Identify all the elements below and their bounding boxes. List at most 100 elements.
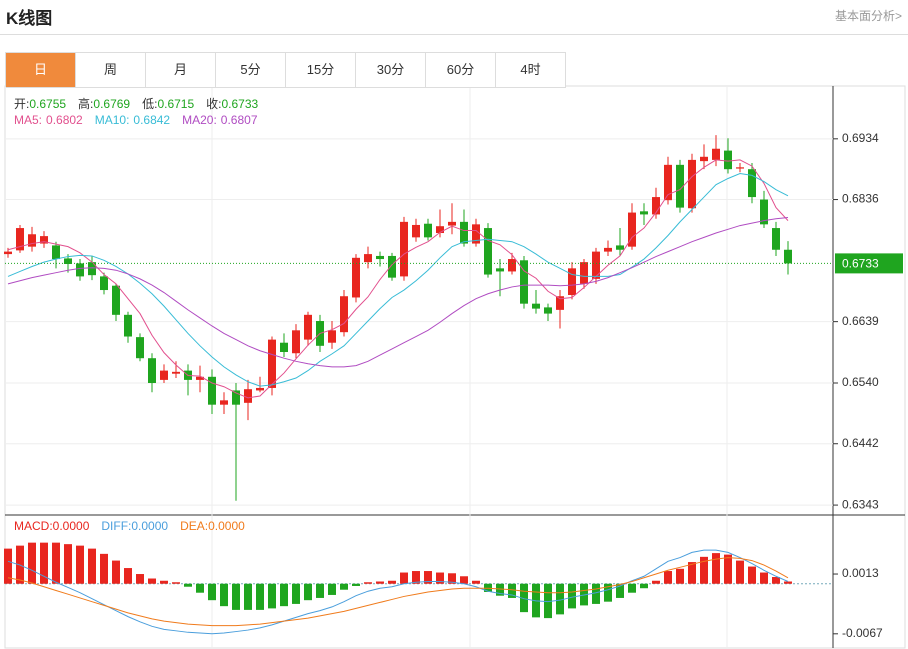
y-tick-label: 0.0013 bbox=[842, 566, 879, 580]
divider bbox=[0, 34, 908, 35]
legend-name: DEA: bbox=[180, 519, 209, 533]
macd-bar bbox=[184, 583, 192, 587]
candle-body bbox=[112, 285, 120, 315]
y-tick-label: 0.6343 bbox=[842, 497, 879, 511]
last-price-box bbox=[835, 253, 903, 274]
macd-bar bbox=[112, 560, 120, 584]
candle-body bbox=[4, 251, 12, 255]
macd-bar bbox=[268, 583, 276, 609]
candle-body bbox=[748, 169, 756, 198]
tab[interactable]: 日 bbox=[6, 53, 76, 88]
tab[interactable]: 30分 bbox=[356, 53, 426, 88]
macd-bar bbox=[328, 583, 336, 595]
ma-line bbox=[7, 159, 789, 399]
macd-legend: MACD:0.0000 DIFF:0.0000 DEA:0.0000 bbox=[14, 519, 245, 533]
chart-frame bbox=[4, 85, 906, 649]
candle-body bbox=[16, 228, 24, 251]
candle-body bbox=[556, 296, 564, 310]
candle-body bbox=[196, 376, 204, 380]
y-tick-label: 0.6540 bbox=[842, 375, 879, 389]
macd-bar bbox=[652, 580, 660, 584]
candle-body bbox=[244, 389, 252, 403]
quote-label: 高: bbox=[78, 97, 94, 111]
candle-body bbox=[592, 251, 600, 279]
macd-bar bbox=[748, 566, 756, 584]
macd-bar bbox=[148, 578, 156, 584]
macd-bar bbox=[136, 574, 144, 584]
quote-label: 低: bbox=[142, 97, 158, 111]
legend-value: 0.0000 bbox=[208, 519, 245, 533]
candle-body bbox=[412, 224, 420, 238]
candle-body bbox=[376, 255, 384, 260]
tab[interactable]: 15分 bbox=[286, 53, 356, 88]
candle-body bbox=[616, 245, 624, 250]
macd-bar bbox=[520, 583, 528, 613]
macd-bar bbox=[160, 580, 168, 584]
macd-bar bbox=[604, 583, 612, 602]
legend-name: MA20: bbox=[182, 113, 217, 127]
candle-body bbox=[424, 223, 432, 238]
quote-value: 0.6733 bbox=[221, 97, 259, 111]
candle-body bbox=[220, 400, 228, 405]
macd-bar bbox=[724, 554, 732, 584]
y-tick-label: 0.6639 bbox=[842, 314, 879, 328]
macd-bar bbox=[664, 571, 672, 584]
macd-bar bbox=[700, 556, 708, 584]
candle-body bbox=[604, 247, 612, 252]
ma-legend: MA5: 0.6802 MA10: 0.6842 MA20: 0.6807 bbox=[14, 113, 258, 127]
macd-bar bbox=[232, 583, 240, 610]
candle-body bbox=[472, 224, 480, 244]
macd-bar bbox=[316, 583, 324, 598]
candle-body bbox=[88, 262, 96, 276]
fundamental-link[interactable]: 基本面分析> bbox=[834, 9, 902, 23]
candle-body bbox=[172, 371, 180, 374]
macd-bar bbox=[40, 542, 48, 584]
candle-body bbox=[460, 221, 468, 244]
tab[interactable]: 4时 bbox=[496, 53, 566, 88]
macd-bar bbox=[616, 583, 624, 598]
macd-bar bbox=[244, 583, 252, 610]
candle-body bbox=[232, 390, 240, 405]
macd-bar bbox=[508, 583, 516, 598]
macd-bar bbox=[460, 576, 468, 584]
macd-bar bbox=[100, 553, 108, 584]
macd-bar bbox=[292, 583, 300, 604]
title: K线图 bbox=[6, 9, 53, 28]
macd-bar bbox=[736, 560, 744, 584]
candle-body bbox=[496, 268, 504, 272]
y-tick-label: 0.6836 bbox=[842, 192, 879, 206]
macd-bar bbox=[256, 583, 264, 610]
legend-name: DIFF: bbox=[101, 519, 132, 533]
y-tick-label: 0.6442 bbox=[842, 436, 879, 450]
macd-line bbox=[7, 557, 789, 627]
legend-value: 0.6802 bbox=[46, 113, 83, 127]
macd-bar bbox=[304, 583, 312, 601]
macd-bar bbox=[424, 571, 432, 584]
macd-bar bbox=[688, 562, 696, 584]
candle-body bbox=[484, 228, 492, 275]
quote-value: 0.6769 bbox=[93, 97, 131, 111]
macd-bar bbox=[376, 581, 384, 584]
macd-bar bbox=[436, 572, 444, 584]
candle-body bbox=[352, 257, 360, 298]
candle-body bbox=[640, 211, 648, 215]
candle-body bbox=[388, 255, 396, 278]
candle-body bbox=[784, 249, 792, 264]
candle-body bbox=[208, 376, 216, 405]
macd-bar bbox=[676, 568, 684, 584]
candle-body bbox=[364, 254, 372, 263]
candle-body bbox=[340, 296, 348, 333]
candle-body bbox=[292, 330, 300, 354]
tab[interactable]: 月 bbox=[146, 53, 216, 88]
tab[interactable]: 周 bbox=[76, 53, 146, 88]
candle-body bbox=[280, 342, 288, 353]
tab[interactable]: 5分 bbox=[216, 53, 286, 88]
tab[interactable]: 60分 bbox=[426, 53, 496, 88]
ma-line bbox=[7, 173, 789, 387]
legend-value: 0.0000 bbox=[52, 519, 90, 533]
candle-body bbox=[28, 234, 36, 247]
macd-bar bbox=[340, 583, 348, 590]
candle-body bbox=[664, 164, 672, 201]
macd-bar bbox=[496, 583, 504, 596]
